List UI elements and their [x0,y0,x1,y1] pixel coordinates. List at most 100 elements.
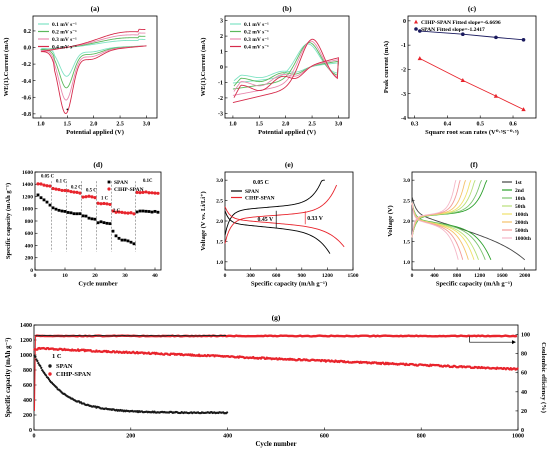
data-point [75,190,79,194]
data-point [99,202,103,206]
x-axis-label: Square root scan rates (V⁰·⁵S⁻⁰·⁵) [425,129,519,136]
y-tick-label: 0.2 [24,29,32,35]
data-point [126,211,130,215]
data-point [111,209,115,213]
data-point [156,210,160,214]
data-point [105,221,109,225]
rate-label: 0.1C [143,179,153,184]
data-point [81,195,85,199]
y-axis-label: Specific capacity (mAh g⁻¹) [5,183,12,259]
y-tick-label: -1 [218,81,223,87]
data-point [521,38,526,42]
data-point [96,221,100,225]
x-axis-label: Potential applied (V) [258,129,316,136]
x-axis-label: Cycle number [78,281,117,288]
rate-label: 1 C [52,353,62,360]
plot-frame [32,15,158,119]
y-tick-label: -3 [401,92,406,98]
y-tick-label: 400 [23,398,32,404]
data-point [60,188,64,193]
data-point [102,221,106,225]
data-point [141,190,145,194]
rate-label: 1 C [101,197,109,202]
legend-label: CIHP-SPAN Fitted slope=-6.6696 [421,20,501,26]
y-tick-label: 2.5 [403,199,410,205]
x-tick-label: 800 [417,434,426,440]
data-point [40,366,43,370]
data-point [47,378,51,381]
legend-label: 10th [515,196,525,202]
y-tick-label: 800 [23,368,32,374]
data-point [123,211,127,215]
x-tick-label: 0 [411,273,414,279]
plot-frame [33,324,519,431]
panel-label: (c) [468,4,477,13]
y-tick-label: 3.0 [403,178,410,184]
y2-tick-label: 80 [521,352,527,358]
data-point [105,202,109,206]
x-tick-label: 1000 [512,434,524,440]
legend-label: 100th [515,212,528,218]
y-tick-label: 2.0 [216,219,223,225]
x-tick-label: 300 [246,273,255,279]
panel-b: 1.0 1.5 2.0 2.5 3.0 -3 -2 -1 0 1 2 3 Potential appli… [200,4,350,136]
data-point [135,190,139,194]
y-tick-label: 1.0 [403,260,410,266]
data-point [78,191,82,195]
y2-tick-label: 60 [521,371,527,377]
panel-c: 0.3 0.4 0.5 0.6 -4 -3 -2 -1 0 Square root scan ra… [383,4,537,136]
data-point [156,191,160,195]
rate-label: 0.05 C [41,175,55,180]
y-tick-label: 1.5 [216,239,223,245]
data-point [72,212,76,216]
data-point [153,209,157,213]
data-point [42,198,46,202]
charge-curve [224,179,325,236]
x-tick-label: 20 [92,273,98,279]
series-line [40,32,147,101]
data-point [36,182,40,186]
data-point [39,182,43,186]
data-point [45,374,48,377]
data-point [493,93,499,98]
y-tick-label: 400 [25,243,34,249]
y-tick-label: 0.0 [24,46,32,52]
panel-e: 0 300 600 900 1200 1500 1.0 1.5 2.0 2.5 3.0 Specifi… [200,160,359,288]
data-point [51,206,55,210]
data-point [460,77,466,82]
plot-frame [407,15,537,119]
data-point [69,190,73,194]
y-tick-label: -1 [401,43,406,49]
x-tick-label: 2.5 [308,122,316,128]
data-point [494,35,498,40]
data-point [120,210,124,214]
axis-arrow-head [512,340,516,345]
data-point [417,56,423,61]
y-tick-label: 800 [25,219,34,225]
efficiency-series [34,334,227,337]
data-point [55,386,58,389]
y-tick-label: 0 [403,19,406,25]
y-tick-label: 1600 [22,170,33,176]
charge-curve [224,184,338,244]
y-axis-label: Peak current (mA) [383,41,390,93]
data-point [132,242,136,246]
x-tick-label: 3.0 [335,122,343,128]
panel-label: (d) [93,160,103,169]
panel-label: (b) [282,4,292,13]
legend-label: 200th [515,220,528,226]
panel-label: (a) [91,4,100,13]
discharge-curve [224,206,345,248]
y-axis-label: WE(1).Current (mA) [3,38,10,97]
y-tick-label: 2.0 [403,219,410,225]
legend-label: 0.2 mV s⁻¹ [52,30,77,36]
panel-d: 0 10 20 30 4002004006008001000120014001600Cy… [5,160,162,288]
data-point [521,107,526,112]
series-line [40,35,147,89]
rate-label: 0.5 C [86,189,97,194]
data-point [54,187,58,191]
panel-label: (e) [285,160,294,169]
data-point [57,208,61,212]
data-point [123,238,127,242]
data-point [117,210,121,214]
